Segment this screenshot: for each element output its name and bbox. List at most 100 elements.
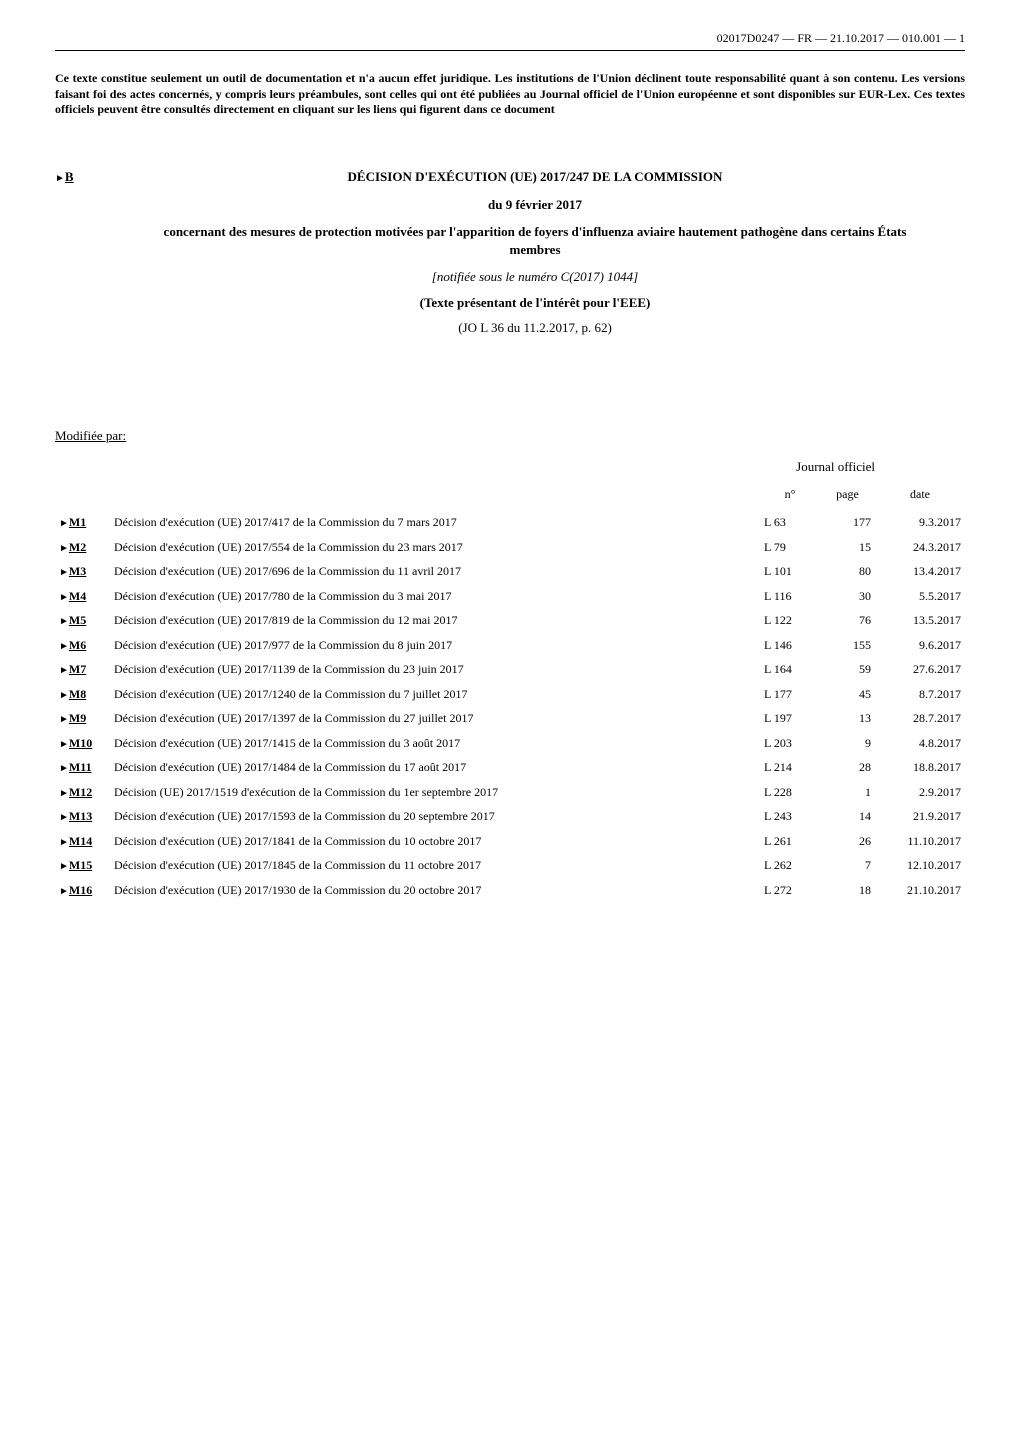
mod-description: Décision d'exécution (UE) 2017/1593 de l… xyxy=(110,804,760,829)
col-header-page: page xyxy=(820,486,875,510)
mod-marker[interactable]: M7 xyxy=(55,657,110,682)
header-rule xyxy=(55,50,965,51)
mod-jo-date: 13.4.2017 xyxy=(875,559,965,584)
header-reference: 02017D0247 — FR — 21.10.2017 — 010.001 —… xyxy=(55,30,965,46)
mod-marker[interactable]: M15 xyxy=(55,853,110,878)
table-row: M2Décision d'exécution (UE) 2017/554 de … xyxy=(55,535,965,560)
mod-jo-page: 13 xyxy=(820,706,875,731)
triangle-icon xyxy=(59,710,69,727)
mod-description: Décision d'exécution (UE) 2017/819 de la… xyxy=(110,608,760,633)
mod-marker[interactable]: M1 xyxy=(55,510,110,535)
mod-jo-date: 27.6.2017 xyxy=(875,657,965,682)
mod-jo-date: 4.8.2017 xyxy=(875,731,965,756)
mod-jo-number: L 79 xyxy=(760,535,820,560)
mod-jo-date: 13.5.2017 xyxy=(875,608,965,633)
mod-jo-page: 80 xyxy=(820,559,875,584)
triangle-icon xyxy=(59,759,69,776)
mod-marker[interactable]: M11 xyxy=(55,755,110,780)
mod-description: Décision d'exécution (UE) 2017/417 de la… xyxy=(110,510,760,535)
mod-jo-date: 21.9.2017 xyxy=(875,804,965,829)
triangle-icon xyxy=(59,539,69,556)
table-header-row: n° page date xyxy=(55,486,965,510)
mod-marker[interactable]: M4 xyxy=(55,584,110,609)
mod-description: Décision d'exécution (UE) 2017/1930 de l… xyxy=(110,878,760,903)
mod-jo-date: 24.3.2017 xyxy=(875,535,965,560)
mod-jo-page: 177 xyxy=(820,510,875,535)
mod-marker[interactable]: M9 xyxy=(55,706,110,731)
title-jo-ref: (JO L 36 du 11.2.2017, p. 62) xyxy=(105,319,965,337)
mod-jo-page: 1 xyxy=(820,780,875,805)
mod-jo-number: L 177 xyxy=(760,682,820,707)
mod-marker-label: M7 xyxy=(69,662,86,676)
mod-jo-date: 12.10.2017 xyxy=(875,853,965,878)
table-row: M10Décision d'exécution (UE) 2017/1415 d… xyxy=(55,731,965,756)
table-row: M9Décision d'exécution (UE) 2017/1397 de… xyxy=(55,706,965,731)
triangle-icon xyxy=(59,686,69,703)
mod-jo-date: 9.3.2017 xyxy=(875,510,965,535)
mod-jo-page: 14 xyxy=(820,804,875,829)
mod-marker-label: M13 xyxy=(69,809,92,823)
mod-marker-label: M2 xyxy=(69,540,86,554)
mod-jo-date: 8.7.2017 xyxy=(875,682,965,707)
mod-jo-date: 5.5.2017 xyxy=(875,584,965,609)
mod-marker-label: M12 xyxy=(69,785,92,799)
mod-jo-date: 9.6.2017 xyxy=(875,633,965,658)
mod-jo-number: L 164 xyxy=(760,657,820,682)
mod-jo-date: 28.7.2017 xyxy=(875,706,965,731)
mod-jo-number: L 214 xyxy=(760,755,820,780)
mod-marker-label: M6 xyxy=(69,638,86,652)
triangle-icon xyxy=(55,169,65,184)
title-notification: [notifiée sous le numéro C(2017) 1044] xyxy=(105,268,965,286)
triangle-icon xyxy=(59,735,69,752)
title-eee: (Texte présentant de l'intérêt pour l'EE… xyxy=(105,294,965,312)
triangle-icon xyxy=(59,563,69,580)
mod-description: Décision d'exécution (UE) 2017/1139 de l… xyxy=(110,657,760,682)
mod-marker[interactable]: M10 xyxy=(55,731,110,756)
table-row: M1Décision d'exécution (UE) 2017/417 de … xyxy=(55,510,965,535)
mod-jo-number: L 146 xyxy=(760,633,820,658)
disclaimer-text: Ce texte constitue seulement un outil de… xyxy=(55,71,965,118)
table-row: M3Décision d'exécution (UE) 2017/696 de … xyxy=(55,559,965,584)
journal-officiel-label: Journal officiel xyxy=(55,458,965,476)
mod-marker-label: M15 xyxy=(69,858,92,872)
mod-marker[interactable]: M14 xyxy=(55,829,110,854)
mod-jo-page: 30 xyxy=(820,584,875,609)
mod-marker[interactable]: M5 xyxy=(55,608,110,633)
triangle-icon xyxy=(59,882,69,899)
mod-marker-label: M14 xyxy=(69,834,92,848)
mod-jo-page: 7 xyxy=(820,853,875,878)
mod-jo-page: 76 xyxy=(820,608,875,633)
col-header-n: n° xyxy=(760,486,820,510)
mod-jo-date: 11.10.2017 xyxy=(875,829,965,854)
table-row: M4 Décision d'exécution (UE) 2017/780 de … xyxy=(55,584,965,609)
mod-jo-page: 18 xyxy=(820,878,875,903)
mod-jo-page: 155 xyxy=(820,633,875,658)
mod-marker-label: M4 xyxy=(69,589,86,603)
mod-marker[interactable]: M13 xyxy=(55,804,110,829)
mod-marker[interactable]: M6 xyxy=(55,633,110,658)
mod-jo-number: L 63 xyxy=(760,510,820,535)
mod-marker[interactable]: M8 xyxy=(55,682,110,707)
mod-description: Décision d'exécution (UE) 2017/977 de la… xyxy=(110,633,760,658)
mod-marker[interactable]: M12 xyxy=(55,780,110,805)
mod-marker[interactable]: M3 xyxy=(55,559,110,584)
mod-description: Décision d'exécution (UE) 2017/780 de la… xyxy=(110,584,760,609)
title-subject: concernant des mesures de protection mot… xyxy=(105,223,965,258)
mod-description: Décision (UE) 2017/1519 d'exécution de l… xyxy=(110,780,760,805)
mod-jo-page: 9 xyxy=(820,731,875,756)
table-row: M7 Décision d'exécution (UE) 2017/1139 de… xyxy=(55,657,965,682)
marker-b-label: B xyxy=(65,169,74,184)
table-row: M11Décision d'exécution (UE) 2017/1484 d… xyxy=(55,755,965,780)
mod-jo-number: L 203 xyxy=(760,731,820,756)
mod-marker-label: M16 xyxy=(69,883,92,897)
mod-jo-page: 26 xyxy=(820,829,875,854)
title-date: du 9 février 2017 xyxy=(105,196,965,214)
mod-description: Décision d'exécution (UE) 2017/1240 de l… xyxy=(110,682,760,707)
mod-jo-page: 59 xyxy=(820,657,875,682)
mod-jo-date: 2.9.2017 xyxy=(875,780,965,805)
mod-description: Décision d'exécution (UE) 2017/1484 de l… xyxy=(110,755,760,780)
mod-marker[interactable]: M16 xyxy=(55,878,110,903)
triangle-icon xyxy=(59,588,69,605)
mod-marker[interactable]: M2 xyxy=(55,535,110,560)
mod-jo-number: L 228 xyxy=(760,780,820,805)
